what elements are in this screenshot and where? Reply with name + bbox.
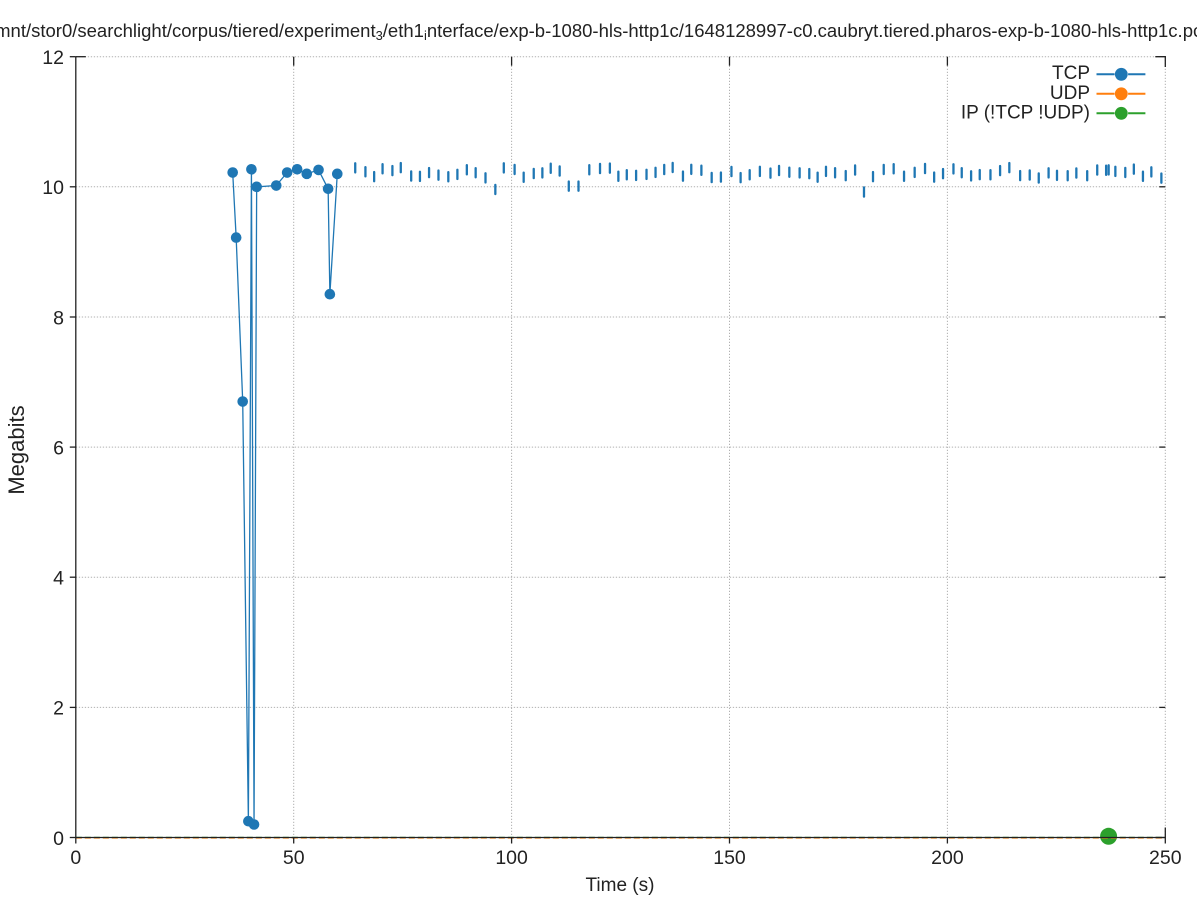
svg-text:0: 0 [70, 847, 81, 869]
svg-text:IP (!TCP !UDP): IP (!TCP !UDP) [961, 103, 1090, 124]
svg-text:Megabits: Megabits [4, 405, 29, 494]
svg-text:250: 250 [1149, 847, 1182, 869]
svg-text:50: 50 [283, 847, 305, 869]
svg-text:0: 0 [53, 828, 64, 850]
svg-text:2: 2 [53, 698, 64, 720]
svg-text:6: 6 [53, 437, 64, 459]
svg-text:10: 10 [42, 177, 64, 199]
svg-text:TCP: TCP [1052, 63, 1090, 84]
svg-text:12: 12 [42, 47, 64, 69]
svg-text:8: 8 [53, 307, 64, 329]
svg-text:150: 150 [713, 847, 746, 869]
svg-text:Time (s): Time (s) [586, 875, 655, 896]
svg-text:200: 200 [931, 847, 964, 869]
svg-text:100: 100 [495, 847, 528, 869]
svg-text:UDP: UDP [1050, 83, 1090, 104]
svg-text:4: 4 [53, 568, 64, 590]
